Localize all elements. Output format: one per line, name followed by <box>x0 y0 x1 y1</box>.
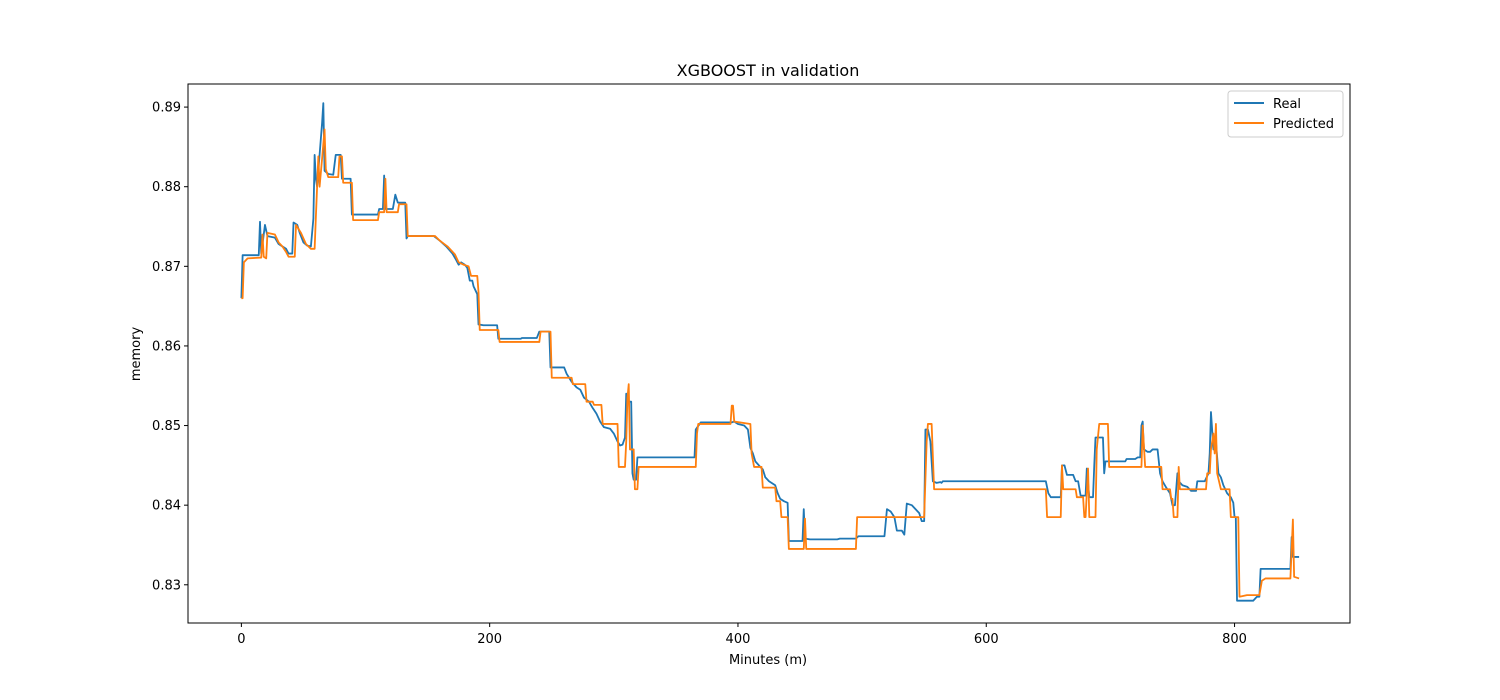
plot-frame <box>187 83 1351 624</box>
legend-label-real: Real <box>1273 97 1301 112</box>
y-tick-label: 0.86 <box>152 339 181 354</box>
x-axis: 0 200 400 600 800 <box>237 623 1247 647</box>
x-axis-title: Minutes (m) <box>729 653 807 668</box>
legend: Real Predicted <box>1227 90 1344 138</box>
series-line-real <box>240 102 1300 602</box>
y-tick-label: 0.85 <box>152 419 181 434</box>
chart-title: XGBOOST in validation <box>677 61 860 80</box>
plot-area: 0 200 400 600 800 0.830.840.850.860.870.880.… <box>152 83 1351 647</box>
y-tick-label: 0.84 <box>152 499 181 514</box>
legend-label-predicted: Predicted <box>1273 117 1334 132</box>
x-tick-label: 800 <box>1222 632 1247 647</box>
series-line-predicted <box>241 128 1300 598</box>
x-tick-label: 600 <box>974 632 999 647</box>
series-layer <box>240 102 1300 602</box>
y-axis-title: memory <box>129 327 144 382</box>
y-tick-label: 0.88 <box>152 180 181 195</box>
y-tick-label: 0.89 <box>152 101 181 116</box>
x-tick-label: 400 <box>726 632 751 647</box>
y-axis: 0.83 0.84 0.85 0.86 0.87 0.88 0.89 <box>152 101 188 593</box>
y-tick-label: 0.87 <box>152 260 181 275</box>
x-tick-label: 200 <box>477 632 502 647</box>
x-tick-label: 0 <box>237 632 245 647</box>
y-tick-label: 0.83 <box>152 578 181 593</box>
